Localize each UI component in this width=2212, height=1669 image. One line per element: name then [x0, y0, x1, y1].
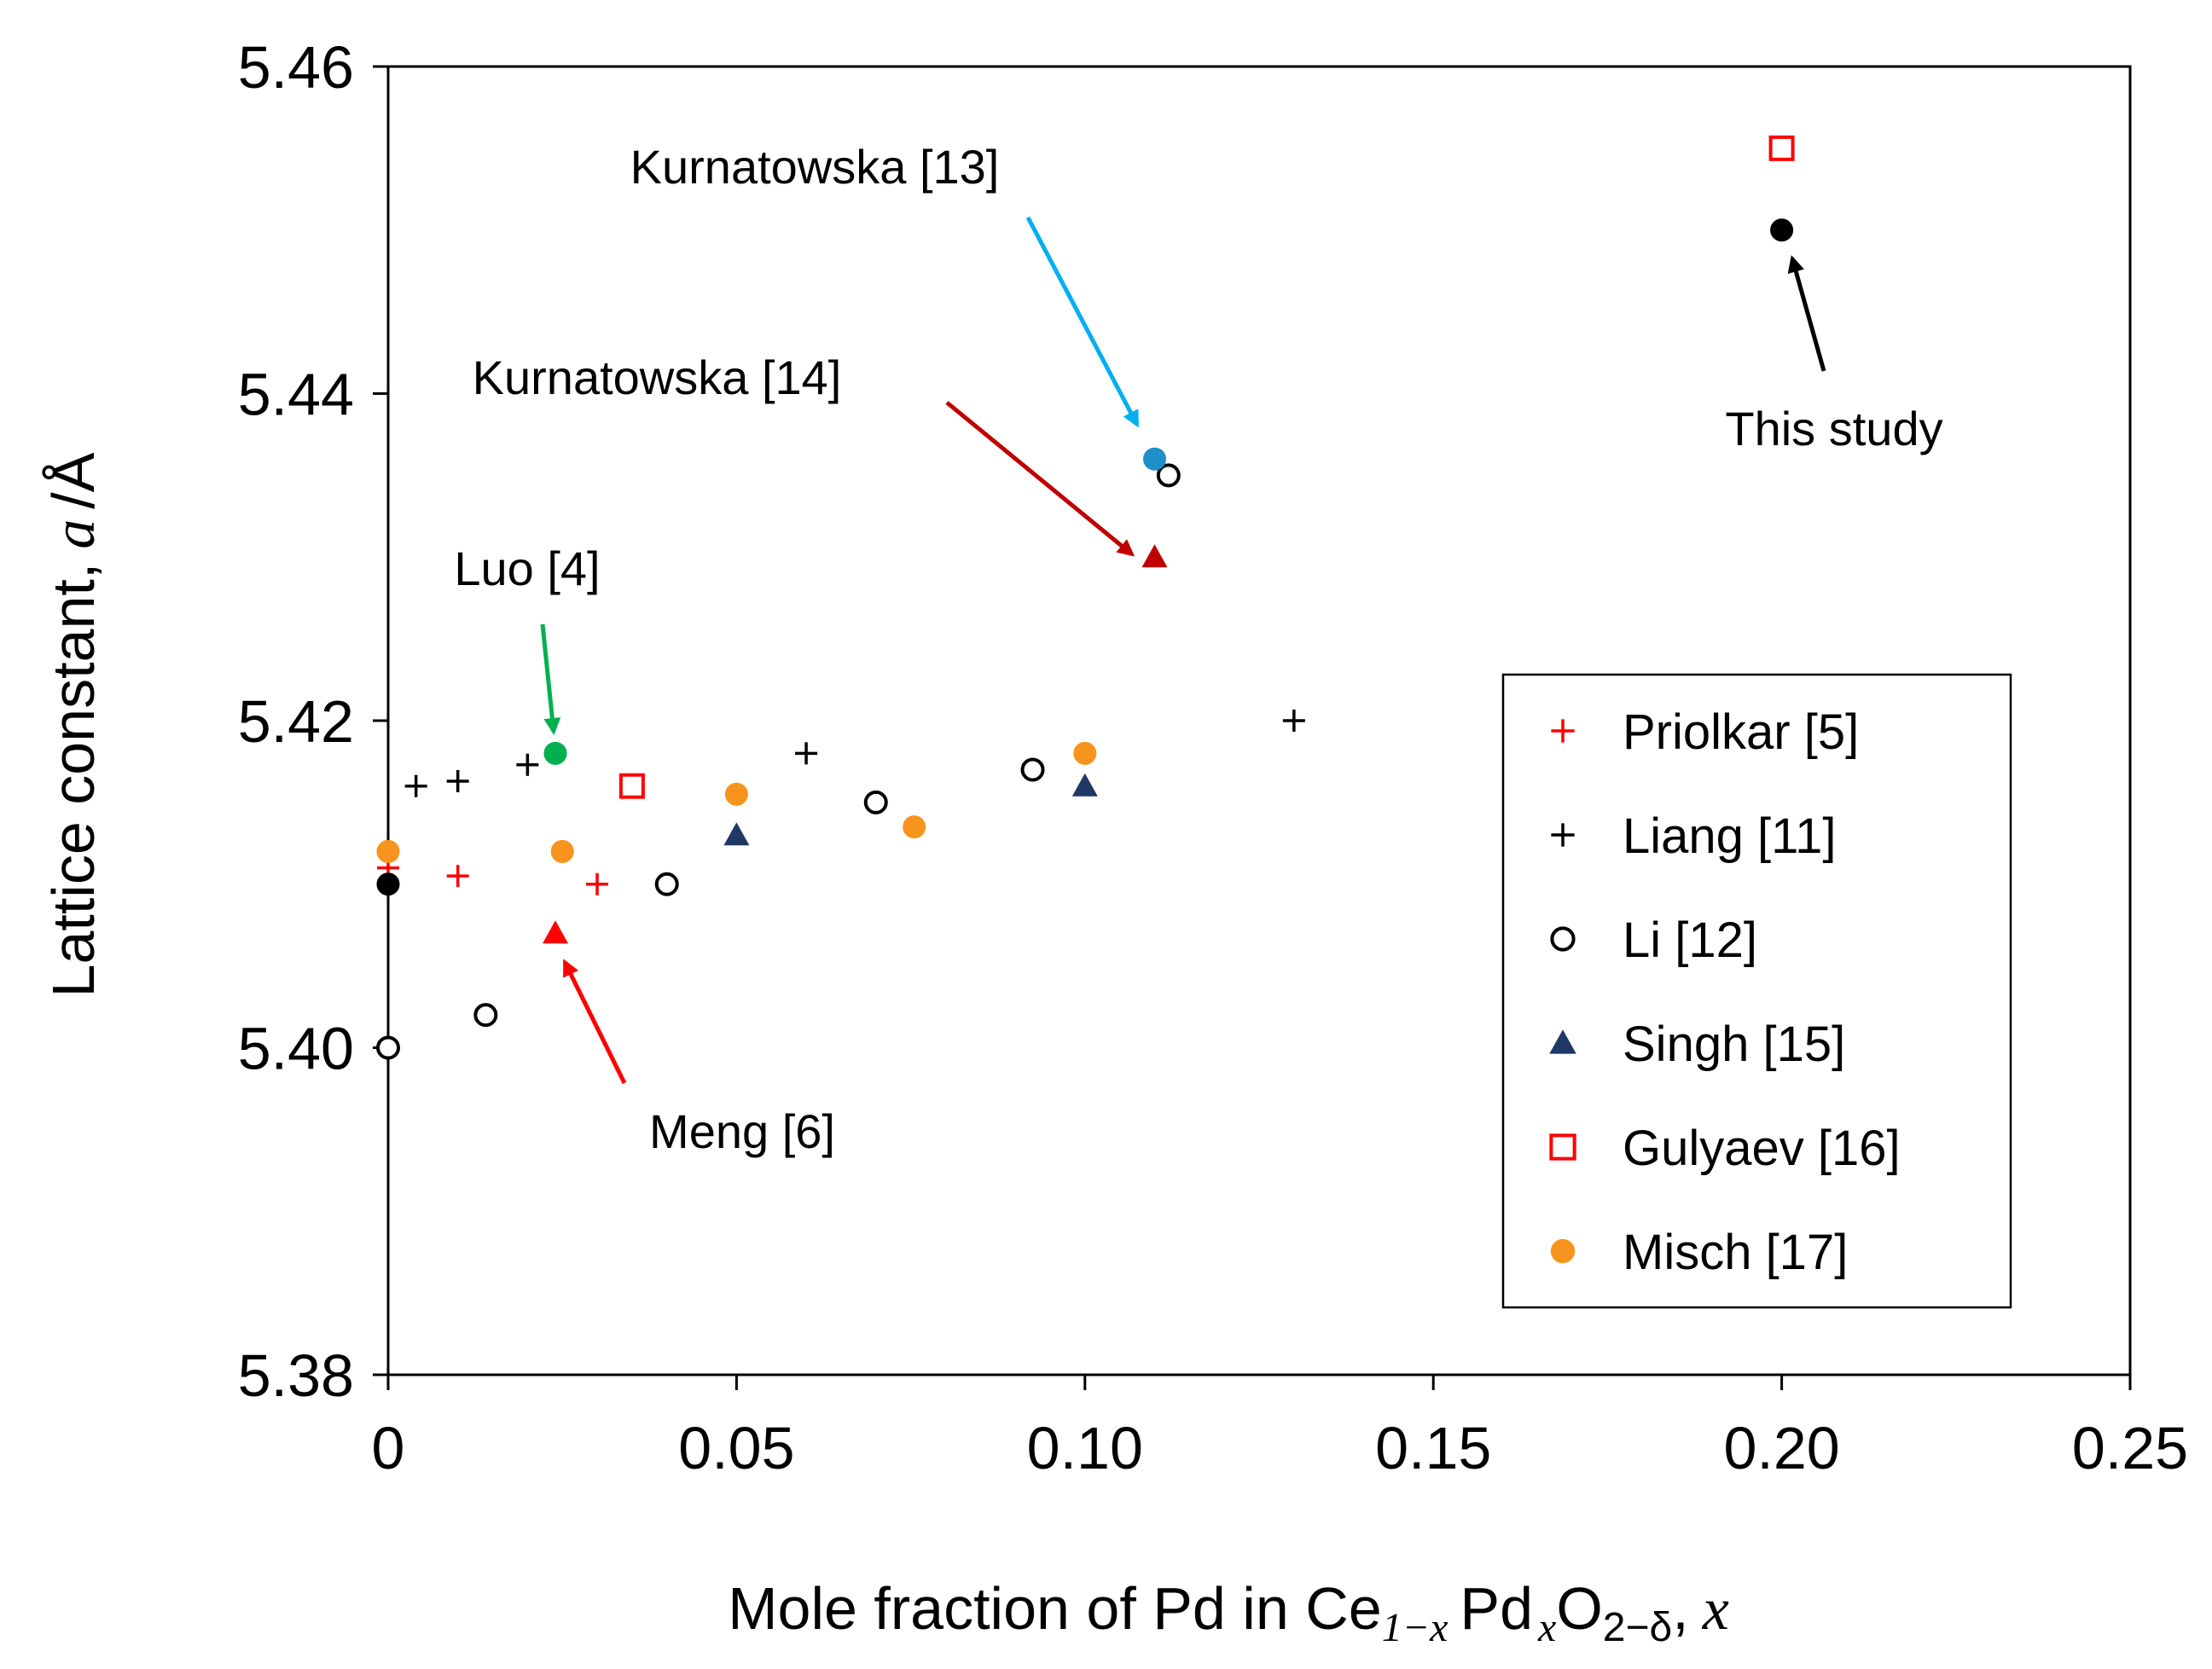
series-liang-11 — [404, 710, 1305, 797]
data-point — [903, 815, 926, 839]
data-point — [618, 773, 645, 799]
data-point — [1071, 773, 1098, 797]
data-point — [376, 872, 400, 896]
legend-marker — [1550, 1238, 1576, 1264]
annotations: Kurnatowska [13] Kurnatowska [14] This stu… — [454, 140, 1942, 1158]
y-axis-title: Lattice constant,a/Å — [40, 452, 107, 997]
series-meng-6 — [543, 920, 569, 944]
data-point — [1020, 757, 1045, 782]
legend-item-gulyaev-16: Gulyaev [16] — [1549, 1121, 1901, 1176]
legend-marker — [1551, 719, 1575, 743]
data-point — [376, 839, 400, 863]
data-point — [1141, 544, 1168, 568]
data-point — [404, 774, 427, 797]
data-point — [1156, 463, 1181, 488]
legend-marker — [1550, 926, 1576, 952]
data-point — [1142, 447, 1166, 471]
legend-item-misch-17: Misch [17] — [1550, 1225, 1848, 1280]
data-point — [543, 920, 569, 944]
data-point — [724, 782, 748, 806]
annotation-label-meng-6: Meng [6] — [649, 1104, 835, 1158]
series-luo-4 — [543, 741, 567, 765]
series-kurnatowska-13 — [1142, 447, 1166, 471]
legend-marker — [1549, 1133, 1576, 1161]
data-point — [473, 1003, 498, 1028]
annotation-label-kurnatowska-13: Kurnatowska [13] — [630, 140, 1000, 194]
tick-marks-and-labels: 0 0.05 0.10 0.15 0.20 0.25 5.38 5.40 5.42 5.44 5.4… — [238, 34, 2188, 1481]
legend-item-singh-15: Singh [15] — [1549, 1017, 1845, 1072]
annotation-arrow-this-study — [1787, 255, 1826, 372]
annotation-arrow-meng-6 — [562, 959, 627, 1085]
data-point — [586, 872, 609, 895]
data-point — [1770, 218, 1794, 242]
series-li-12 — [376, 463, 1181, 1060]
legend-marker — [1551, 823, 1575, 847]
legend-label: Li [12] — [1623, 913, 1757, 968]
series-kurnatowska-14 — [1141, 544, 1168, 568]
annotation-label-luo-4: Luo [4] — [454, 542, 600, 595]
legend-item-liang-11: Liang [11] — [1551, 808, 1836, 864]
legend: Priolkar [5] Liang [11] Li [12] Singh [15] G… — [1501, 673, 2012, 1309]
legend-item-li-12: Li [12] — [1550, 913, 1757, 968]
data-point — [516, 753, 539, 776]
data-point — [723, 822, 750, 846]
data-point — [1073, 741, 1097, 765]
data-point — [543, 741, 567, 765]
annotation-arrow-kurnatowska-13 — [1025, 216, 1140, 428]
series-priolkar-5 — [377, 856, 609, 895]
x-tick-label: 0 — [372, 1415, 405, 1481]
x-tick-label: 0.05 — [678, 1415, 794, 1481]
x-tick-label: 0.10 — [1027, 1415, 1143, 1481]
series-singh-15 — [723, 773, 1098, 846]
y-tick-label: 5.44 — [238, 362, 354, 428]
data-point — [863, 790, 888, 814]
data-point — [376, 1035, 400, 1060]
series-gulyaev-16 — [618, 135, 1795, 799]
x-tick-label: 0.25 — [2072, 1415, 2188, 1481]
data-points — [376, 135, 1795, 1060]
legend-label: Gulyaev [16] — [1623, 1121, 1901, 1176]
legend-label: Singh [15] — [1623, 1017, 1845, 1072]
data-point — [1768, 135, 1795, 161]
x-tick-label: 0.15 — [1375, 1415, 1491, 1481]
annotation-label-this-study: This study — [1725, 402, 1942, 455]
y-tick-label: 5.38 — [238, 1342, 354, 1409]
data-point — [795, 742, 818, 765]
legend-box — [1501, 673, 2012, 1309]
legend-marker — [1549, 1029, 1576, 1054]
y-tick-label: 5.46 — [238, 34, 354, 101]
y-tick-label: 5.42 — [238, 688, 354, 755]
data-point — [446, 865, 469, 888]
legend-item-priolkar-5: Priolkar [5] — [1551, 704, 1859, 760]
data-point — [550, 839, 574, 863]
legend-label: Misch [17] — [1623, 1225, 1848, 1280]
annotation-label-kurnatowska-14: Kurnatowska [14] — [473, 351, 842, 404]
series-misch-17 — [376, 741, 1097, 863]
data-point — [1282, 710, 1305, 732]
legend-label: Liang [11] — [1623, 808, 1836, 864]
data-point — [446, 769, 469, 792]
annotation-arrow-luo-4 — [540, 623, 561, 735]
x-axis-title: Mole fraction of Pd in Ce1−x Pd xO2−δ, x — [728, 1575, 1729, 1650]
series-this-study — [376, 218, 1794, 896]
data-point — [654, 872, 679, 896]
legend-label: Priolkar [5] — [1623, 704, 1859, 760]
x-tick-label: 0.20 — [1723, 1415, 1839, 1481]
annotation-arrow-kurnatowska-14 — [945, 401, 1135, 557]
y-tick-label: 5.40 — [238, 1016, 354, 1082]
